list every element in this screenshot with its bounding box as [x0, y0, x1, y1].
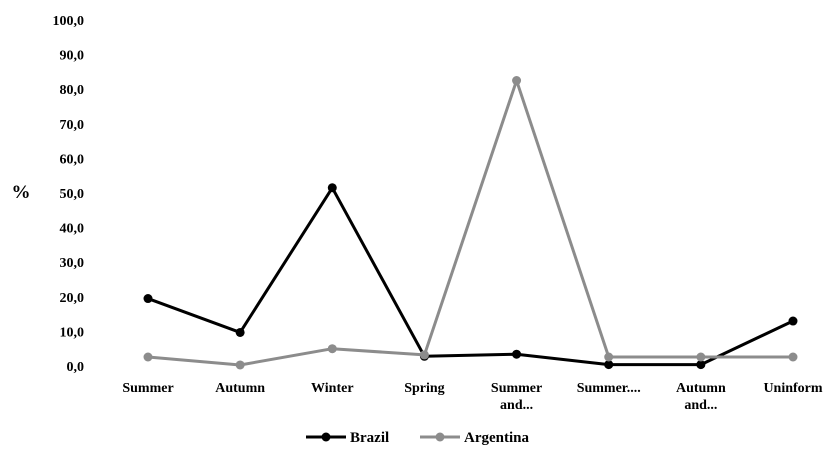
legend-label: Brazil [350, 430, 389, 446]
x-tick-label: Summer and... [491, 381, 542, 413]
x-tick-label: Uninform [763, 381, 822, 396]
series-brazil [143, 183, 798, 370]
x-tick-label-line: Uninform [763, 381, 822, 396]
x-tick-label-line: and... [684, 398, 717, 413]
data-point [788, 352, 798, 362]
data-point [604, 360, 614, 370]
data-point [143, 294, 153, 304]
legend-marker-swatch [435, 432, 445, 442]
y-tick-label: 0,0 [67, 360, 85, 375]
x-tick-label: Autumn and... [676, 381, 726, 413]
x-tick-label: Summer.... [577, 381, 641, 396]
y-axis-title-group: % [12, 182, 31, 203]
y-tick-label: 60,0 [60, 152, 85, 167]
y-tick-label: 40,0 [60, 222, 85, 237]
legend-marker-swatch [321, 432, 331, 442]
y-tick-label: 90,0 [60, 49, 85, 64]
x-tick-label: Spring [404, 381, 444, 396]
x-tick-label-line: Winter [311, 381, 354, 396]
data-point [235, 360, 245, 370]
series-argentina [143, 76, 798, 370]
data-point [327, 344, 337, 354]
series-line [147, 79, 793, 367]
data-point [419, 350, 429, 360]
x-tick-label: Summer [122, 381, 173, 396]
y-tick-label: 10,0 [60, 325, 85, 340]
series-line [147, 186, 794, 367]
x-tick-label-line: Autumn [676, 381, 726, 396]
data-point [512, 76, 522, 86]
legend: Brazil Argentina [306, 430, 529, 446]
series-layer [143, 76, 798, 370]
x-tick-label-line: and... [500, 398, 533, 413]
x-tick-label: Autumn [215, 381, 265, 396]
data-point [788, 316, 798, 326]
x-tick-label-line: Summer.... [577, 381, 641, 396]
x-tick-label-line: Autumn [215, 381, 265, 396]
legend-label: Argentina [464, 430, 529, 446]
data-point [327, 183, 337, 193]
data-point [235, 327, 245, 337]
x-tick-label-line: Summer [491, 381, 542, 396]
data-point [604, 352, 614, 362]
y-tick-label: 80,0 [60, 83, 85, 98]
data-point [143, 352, 153, 362]
x-tick-label-line: Summer [122, 381, 173, 396]
y-axis-ticks: 0,0 10,0 20,0 30,0 40,0 50,0 60,0 70,0 80,0 90,0 1… [53, 14, 85, 375]
x-axis-ticks: Summer Autumn Winter Spring Summer and...Summ… [122, 381, 823, 413]
y-tick-label: 100,0 [53, 14, 85, 29]
x-tick-label: Winter [311, 381, 354, 396]
y-tick-label: 70,0 [60, 118, 85, 133]
legend-item-brazil: Brazil [306, 430, 389, 446]
data-point [696, 360, 706, 370]
data-point [696, 352, 706, 362]
legend-item-argentina: Argentina [420, 430, 529, 446]
y-tick-label: 50,0 [60, 187, 85, 202]
y-tick-label: 30,0 [60, 256, 85, 271]
y-tick-label: 20,0 [60, 291, 85, 306]
x-tick-label-line: Spring [404, 381, 444, 396]
data-point [512, 349, 522, 359]
y-axis-title: % [12, 182, 31, 203]
